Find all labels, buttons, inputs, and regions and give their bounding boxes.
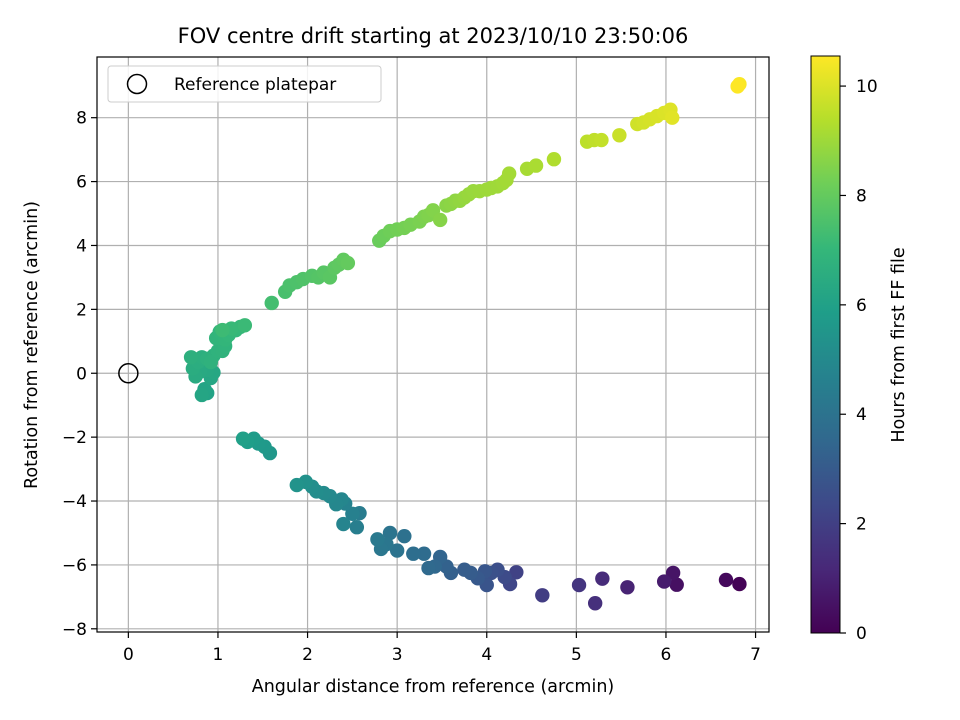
colorbar-tick-label: 10 bbox=[856, 77, 878, 97]
scatter-point bbox=[194, 387, 210, 403]
scatter-point bbox=[509, 565, 524, 580]
x-tick-label: 3 bbox=[392, 645, 403, 665]
y-tick-label: 6 bbox=[76, 173, 87, 193]
plot-frame bbox=[96, 56, 770, 633]
scatter-point bbox=[349, 520, 365, 535]
colorbar: 0 2 4 6 8 10 Hours from first FF file bbox=[810, 55, 909, 644]
scatter-point bbox=[665, 565, 681, 581]
scatter-point bbox=[732, 576, 747, 592]
y-axis-ticks: −8 −6 −4 −2 0 2 4 6 8 bbox=[62, 109, 97, 640]
reference-platepar-marker bbox=[118, 363, 139, 384]
scatter-point bbox=[237, 318, 253, 333]
scatter-point bbox=[669, 577, 684, 592]
scatter-point bbox=[595, 571, 610, 586]
x-tick-label: 1 bbox=[213, 645, 224, 665]
x-tick-label: 5 bbox=[571, 645, 582, 665]
colorbar-tick-label: 2 bbox=[856, 515, 867, 535]
y-tick-label: −2 bbox=[62, 428, 87, 448]
scatter-point bbox=[203, 354, 218, 370]
scatter-point bbox=[264, 295, 279, 311]
scatter-point bbox=[235, 431, 251, 446]
scatter-point bbox=[535, 588, 550, 603]
y-tick-label: 8 bbox=[76, 109, 87, 129]
scatter-point bbox=[665, 110, 680, 125]
scatter-point bbox=[340, 255, 356, 271]
scatter-point bbox=[382, 525, 398, 541]
scatter-point bbox=[501, 166, 517, 181]
data-points bbox=[183, 76, 747, 611]
colorbar-ticks: 0 2 4 6 8 10 bbox=[840, 77, 878, 644]
x-tick-label: 2 bbox=[302, 645, 313, 665]
scatter-point bbox=[656, 574, 672, 589]
legend: Reference platepar bbox=[107, 65, 382, 103]
scatter-point bbox=[457, 562, 472, 577]
scatter-point bbox=[587, 596, 603, 611]
y-axis-label: Rotation from reference (arcmin) bbox=[22, 201, 42, 489]
x-axis-label: Angular distance from reference (arcmin) bbox=[252, 677, 615, 697]
y-tick-label: −4 bbox=[62, 492, 87, 512]
legend-label: Reference platepar bbox=[174, 75, 336, 95]
colorbar-label: Hours from first FF file bbox=[889, 247, 909, 442]
y-tick-label: 4 bbox=[76, 236, 87, 256]
x-tick-label: 0 bbox=[123, 645, 134, 665]
x-tick-label: 6 bbox=[661, 645, 672, 665]
scatter-point bbox=[421, 560, 436, 576]
colorbar-tick-label: 8 bbox=[856, 186, 867, 206]
legend-box bbox=[107, 65, 382, 103]
scatter-point bbox=[571, 577, 587, 593]
x-axis-ticks: 0 1 2 3 4 5 6 7 bbox=[123, 632, 761, 665]
scatter-point bbox=[620, 580, 635, 595]
colorbar-gradient bbox=[810, 55, 841, 634]
scatter-point bbox=[594, 132, 609, 148]
scatter-point bbox=[730, 79, 745, 94]
scatter-point bbox=[397, 528, 412, 544]
scatter-point bbox=[370, 532, 385, 547]
x-tick-label: 7 bbox=[750, 645, 761, 665]
scatter-point bbox=[528, 158, 544, 173]
scatter-point bbox=[345, 506, 360, 522]
grid-lines bbox=[97, 57, 769, 632]
colorbar-tick-label: 6 bbox=[856, 296, 867, 316]
colorbar-tick-label: 0 bbox=[856, 624, 867, 644]
scatter-point bbox=[416, 546, 432, 561]
y-tick-label: 0 bbox=[76, 364, 87, 384]
scatter-point bbox=[289, 477, 305, 493]
x-tick-label: 4 bbox=[481, 645, 492, 665]
scatter-point bbox=[406, 546, 421, 561]
y-tick-label: −8 bbox=[62, 620, 87, 640]
y-tick-label: −6 bbox=[62, 556, 87, 576]
chart-title: FOV centre drift starting at 2023/10/10 … bbox=[178, 24, 689, 48]
scatter-point bbox=[546, 152, 562, 167]
scatter-point bbox=[432, 212, 448, 228]
legend-marker-icon bbox=[126, 73, 148, 95]
y-tick-label: 2 bbox=[76, 300, 87, 320]
scatter-point bbox=[718, 572, 734, 588]
scatter-point bbox=[612, 128, 627, 143]
scatter-point bbox=[215, 322, 230, 338]
scatter-point bbox=[336, 516, 351, 532]
colorbar-tick-label: 4 bbox=[856, 405, 867, 425]
scatter-point bbox=[389, 543, 405, 558]
scatter-point bbox=[183, 350, 199, 365]
